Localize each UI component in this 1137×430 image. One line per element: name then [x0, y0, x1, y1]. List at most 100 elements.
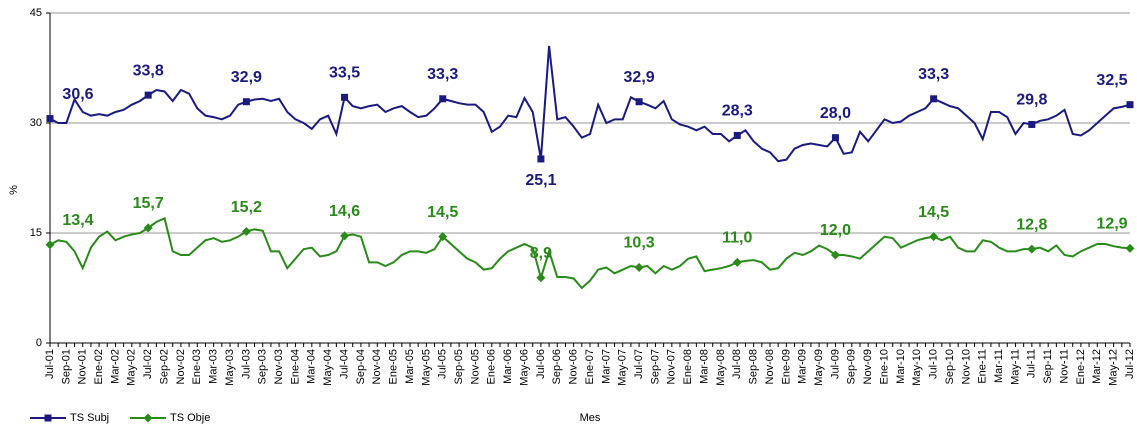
- x-tick-label: Nov-05: [469, 349, 481, 384]
- data-label: 8,9: [530, 245, 552, 262]
- data-point: [1027, 244, 1037, 254]
- x-tick-label: May-08: [715, 349, 727, 386]
- x-tick-label: Ene-03: [191, 349, 203, 384]
- x-tick-label: Ene-06: [486, 349, 498, 384]
- data-point: [536, 273, 546, 283]
- x-tick-label: May-05: [420, 349, 432, 386]
- x-tick-label: Mar-04: [306, 349, 318, 384]
- data-point: [439, 95, 447, 103]
- x-tick-label: Ene-08: [682, 349, 694, 384]
- x-tick-label: Nov-08: [764, 349, 776, 384]
- x-tick-label: Jul-08: [731, 349, 743, 379]
- y-tick-label: 0: [36, 337, 42, 349]
- legend-label: TS Subj: [70, 412, 109, 424]
- data-label: 12,9: [1096, 216, 1127, 233]
- x-tick-label: Sep-03: [257, 349, 269, 384]
- data-label: 33,8: [133, 62, 164, 79]
- data-point: [1125, 243, 1135, 253]
- x-tick-label: May-02: [126, 349, 138, 386]
- legend-label: TS Obje: [170, 412, 210, 424]
- x-tick-label: Mar-02: [109, 349, 121, 384]
- x-tick-label: Sep-09: [846, 349, 858, 384]
- data-label: 29,8: [1016, 92, 1047, 109]
- x-tick-label: Ene-04: [289, 349, 301, 384]
- x-tick-label: Jul-01: [44, 349, 56, 379]
- x-tick-label: Mar-07: [600, 349, 612, 384]
- x-tick-label: Nov-11: [1058, 349, 1070, 384]
- x-tick-label: Ene-12: [1075, 349, 1087, 384]
- x-tick-label: Mar-05: [404, 349, 416, 384]
- data-label: 12,8: [1016, 216, 1047, 233]
- x-tick-label: Mar-08: [698, 349, 710, 384]
- data-label: 28,0: [820, 105, 851, 122]
- data-label: 33,5: [329, 65, 360, 82]
- data-label: 33,3: [918, 66, 949, 83]
- data-point: [831, 134, 839, 142]
- data-label: 33,3: [427, 66, 458, 83]
- data-point: [733, 131, 741, 139]
- legend-marker: [44, 414, 52, 422]
- x-tick-label: Sep-10: [944, 349, 956, 384]
- data-point: [635, 98, 643, 106]
- x-tick-label: Jul-03: [240, 349, 252, 379]
- data-point: [634, 262, 644, 272]
- x-tick-label: Ene-02: [93, 349, 105, 384]
- x-tick-label: Nov-01: [77, 349, 89, 384]
- data-point: [241, 227, 251, 237]
- data-label: 11,0: [722, 230, 752, 247]
- x-tick-label: Nov-02: [175, 349, 187, 384]
- x-tick-label: May-10: [911, 349, 923, 386]
- x-tick-label: Sep-11: [1042, 349, 1054, 384]
- x-tick-label: May-09: [813, 349, 825, 386]
- data-point: [144, 91, 152, 99]
- x-tick-label: Jul-11: [1026, 349, 1038, 378]
- x-tick-label: Sep-01: [60, 349, 72, 384]
- data-label: 32,9: [624, 69, 655, 86]
- data-label: 30,6: [62, 86, 93, 103]
- x-tick-label: Jul-07: [633, 349, 645, 379]
- data-label: 14,5: [918, 204, 949, 221]
- x-tick-label: Ene-10: [878, 349, 890, 384]
- x-tick-label: May-03: [224, 349, 236, 386]
- data-label: 32,5: [1096, 72, 1127, 89]
- data-label: 10,3: [624, 235, 655, 252]
- x-tick-label: Jul-04: [338, 349, 350, 379]
- x-tick-label: Mar-09: [797, 349, 809, 384]
- data-label: 15,7: [133, 195, 164, 212]
- x-tick-label: Sep-05: [453, 349, 465, 384]
- data-point: [732, 257, 742, 267]
- x-tick-label: Nov-07: [666, 349, 678, 384]
- x-tick-label: Nov-03: [273, 349, 285, 384]
- x-tick-label: Mar-10: [895, 349, 907, 384]
- x-tick-label: Jul-05: [437, 349, 449, 379]
- data-point: [341, 93, 349, 101]
- x-tick-label: Sep-08: [748, 349, 760, 384]
- data-label: 32,9: [231, 69, 262, 86]
- y-tick-label: 30: [30, 117, 42, 129]
- data-point: [930, 95, 938, 103]
- data-point: [438, 232, 448, 242]
- data-label: 25,1: [525, 172, 556, 189]
- y-tick-label: 45: [30, 7, 42, 19]
- x-tick-label: Sep-06: [551, 349, 563, 384]
- x-tick-label: Nov-06: [568, 349, 580, 384]
- x-tick-label: Mar-03: [208, 349, 220, 384]
- y-tick-label: 15: [30, 227, 42, 239]
- y-axis-label: %: [8, 185, 20, 195]
- x-tick-label: May-12: [1108, 349, 1120, 386]
- data-point: [46, 115, 54, 123]
- data-label: 14,5: [427, 204, 458, 221]
- data-point: [143, 223, 153, 233]
- series-line: [49, 216, 1131, 290]
- x-tick-label: May-04: [322, 349, 334, 386]
- x-tick-label: Ene-09: [780, 349, 792, 384]
- data-label: 12,0: [820, 222, 851, 239]
- data-label: 14,6: [329, 203, 360, 220]
- data-point: [1126, 101, 1134, 109]
- x-tick-label: Ene-11: [977, 349, 989, 384]
- data-label: 28,3: [722, 103, 753, 120]
- data-point: [1028, 120, 1036, 128]
- x-tick-label: Sep-07: [649, 349, 661, 384]
- data-point: [340, 231, 350, 241]
